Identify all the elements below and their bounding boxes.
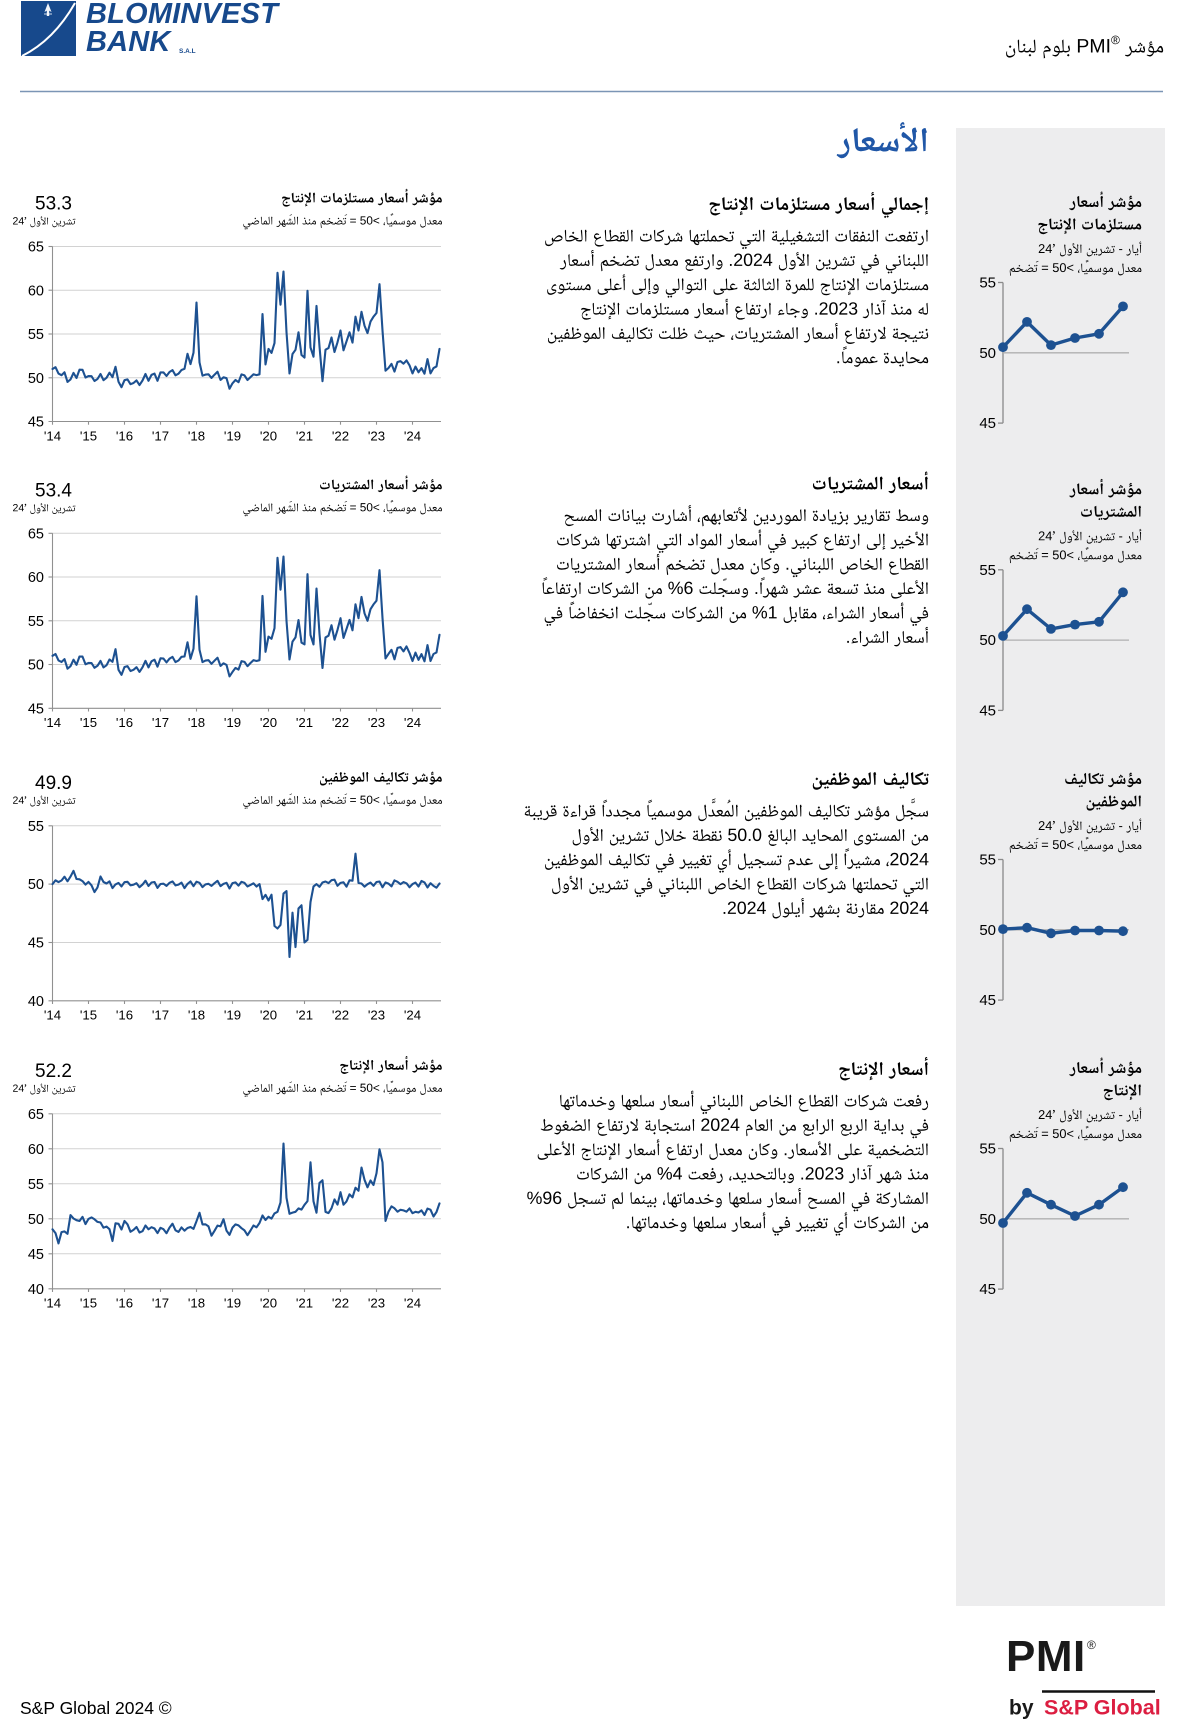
svg-text:'20: '20 [260,1008,277,1023]
svg-text:'21: '21 [296,428,313,443]
svg-text:'17: '17 [152,1296,169,1311]
svg-text:45: 45 [979,1281,996,1298]
svg-text:45: 45 [28,935,44,951]
svg-text:'21: '21 [296,1008,313,1023]
svg-text:'23: '23 [368,1008,385,1023]
svg-text:'22: '22 [332,1296,349,1311]
svg-text:'19: '19 [224,715,241,730]
svg-text:'18: '18 [188,428,205,443]
svg-text:'14: '14 [44,715,61,730]
svg-text:S.A.L: S.A.L [179,48,196,55]
svg-text:40: 40 [28,1282,44,1298]
svg-text:'23: '23 [368,1296,385,1311]
svg-text:'14: '14 [44,1008,61,1023]
svg-text:'16: '16 [116,715,133,730]
svg-text:'16: '16 [116,428,133,443]
svg-text:45: 45 [28,1247,44,1263]
svg-text:'17: '17 [152,428,169,443]
svg-text:'22: '22 [332,715,349,730]
svg-text:50: 50 [979,922,996,939]
svg-text:55: 55 [979,852,996,869]
svg-text:50: 50 [28,658,44,674]
svg-text:'24: '24 [404,1296,421,1311]
svg-text:53.3: 53.3 [35,194,72,215]
svg-text:52.2: 52.2 [35,1061,72,1082]
svg-text:'24: '24 [404,1008,421,1023]
svg-text:'16: '16 [116,1008,133,1023]
svg-text:50: 50 [28,371,44,387]
svg-text:PMI: PMI [1006,1632,1086,1681]
svg-text:50: 50 [979,1211,996,1228]
svg-text:'21: '21 [296,1296,313,1311]
svg-text:'23: '23 [368,428,385,443]
svg-text:50: 50 [28,1212,44,1228]
svg-text:'22: '22 [332,428,349,443]
svg-text:65: 65 [28,1107,44,1123]
svg-text:'15: '15 [80,715,97,730]
svg-text:55: 55 [979,275,996,292]
svg-text:55: 55 [979,1141,996,1158]
svg-text:'20: '20 [260,715,277,730]
svg-text:BANK: BANK [86,26,172,58]
svg-text:®: ® [1087,1638,1096,1652]
svg-text:'15: '15 [80,1296,97,1311]
svg-text:by: by [1009,1697,1034,1720]
svg-text:45: 45 [28,701,44,717]
svg-text:60: 60 [28,570,44,586]
svg-text:'17: '17 [152,715,169,730]
svg-text:S&P Global: S&P Global [1044,1696,1161,1720]
svg-text:60: 60 [28,283,44,299]
svg-text:50: 50 [28,877,44,893]
svg-text:50: 50 [979,345,996,362]
svg-text:'18: '18 [188,1008,205,1023]
svg-text:'24: '24 [404,715,421,730]
svg-text:45: 45 [979,702,996,719]
svg-text:'20: '20 [260,428,277,443]
svg-text:55: 55 [28,819,44,835]
svg-text:55: 55 [28,327,44,343]
svg-text:'19: '19 [224,1008,241,1023]
svg-text:50: 50 [979,632,996,649]
svg-text:'14: '14 [44,1296,61,1311]
svg-text:65: 65 [28,526,44,542]
svg-text:'17: '17 [152,1008,169,1023]
svg-text:'23: '23 [368,715,385,730]
svg-text:'20: '20 [260,1296,277,1311]
svg-text:45: 45 [979,992,996,1009]
svg-text:'18: '18 [188,1296,205,1311]
svg-text:BLOMINVEST: BLOMINVEST [86,0,280,30]
svg-text:'22: '22 [332,1008,349,1023]
svg-text:55: 55 [28,614,44,630]
svg-text:S&P Global 2024 ©: S&P Global 2024 © [20,1698,172,1718]
svg-text:'21: '21 [296,715,313,730]
svg-text:'18: '18 [188,715,205,730]
svg-text:53.4: 53.4 [35,480,72,501]
svg-text:45: 45 [28,415,44,431]
svg-text:'19: '19 [224,428,241,443]
svg-text:65: 65 [28,240,44,256]
svg-text:'24: '24 [404,428,421,443]
svg-text:55: 55 [979,562,996,579]
svg-text:'19: '19 [224,1296,241,1311]
svg-text:55: 55 [28,1177,44,1193]
svg-text:60: 60 [28,1142,44,1158]
svg-text:'15: '15 [80,1008,97,1023]
svg-text:49.9: 49.9 [35,773,72,794]
svg-text:'15: '15 [80,428,97,443]
svg-text:'14: '14 [44,428,61,443]
svg-text:40: 40 [28,994,44,1010]
svg-text:45: 45 [979,415,996,432]
svg-text:'16: '16 [116,1296,133,1311]
